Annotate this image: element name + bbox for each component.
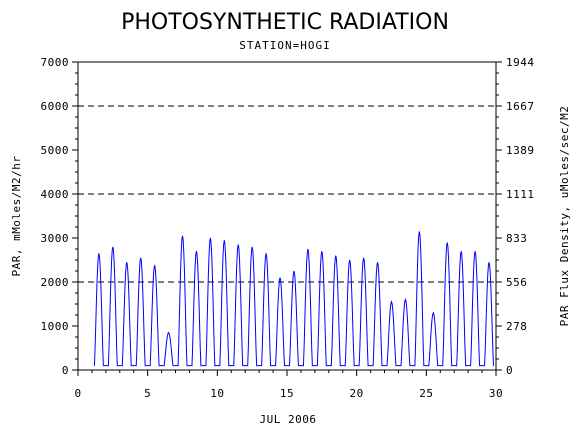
y-right-tick-label: 833 <box>506 232 527 245</box>
x-axis-label: JUL 2006 <box>260 413 317 426</box>
x-tick-label: 0 <box>74 387 81 400</box>
y-right-tick-label: 556 <box>506 276 527 289</box>
x-tick-label: 5 <box>144 387 151 400</box>
x-tick-label: 20 <box>350 387 364 400</box>
chart-title: PHOTOSYNTHETIC RADIATION <box>121 10 449 35</box>
y-tick-label: 7000 <box>41 56 70 69</box>
y-tick-label: 6000 <box>41 100 70 113</box>
chart-subtitle: STATION=HOGI <box>239 39 330 52</box>
y-right-tick-label: 278 <box>506 320 527 333</box>
x-tick-label: 10 <box>210 387 224 400</box>
y-right-tick-label: 1111 <box>506 188 535 201</box>
x-tick-label: 25 <box>419 387 433 400</box>
y-tick-label: 0 <box>62 364 69 377</box>
y-right-tick-label: 1389 <box>506 144 535 157</box>
plot-area <box>93 231 494 367</box>
y-tick-label: 3000 <box>41 232 70 245</box>
y-axis-right: 0 278 556 833 1111 1389 1667 1944 <box>496 56 535 377</box>
y-tick-label: 4000 <box>41 188 70 201</box>
y-right-tick-label: 0 <box>506 364 513 377</box>
y-right-tick-label: 1667 <box>506 100 535 113</box>
y-axis-label-right: PAR Flux Density, uMoles/sec/M2 <box>558 106 570 327</box>
y-right-tick-label: 1944 <box>506 56 535 69</box>
x-axis: 0 5 10 15 20 25 30 <box>74 370 503 400</box>
plot-frame <box>77 61 497 371</box>
x-tick-label: 30 <box>489 387 503 400</box>
reference-lines <box>78 105 496 283</box>
series-line <box>93 231 494 367</box>
y-axis-label-left: PAR, mMoles/M2/hr <box>10 155 23 276</box>
y-axis-left: 0 1000 2000 3000 4000 5000 6000 7000 <box>41 56 78 377</box>
y-tick-label: 2000 <box>41 276 70 289</box>
x-tick-label: 15 <box>280 387 294 400</box>
y-tick-label: 5000 <box>41 144 70 157</box>
y-tick-label: 1000 <box>41 320 70 333</box>
